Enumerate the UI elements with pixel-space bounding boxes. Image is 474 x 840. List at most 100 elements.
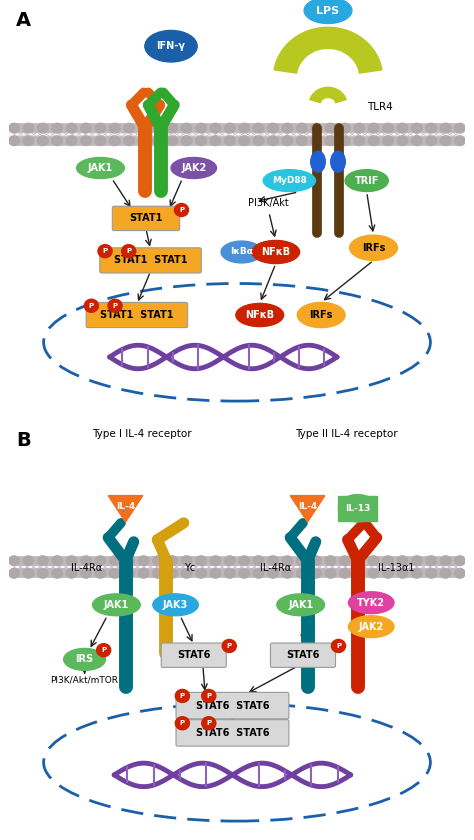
Circle shape bbox=[9, 136, 19, 145]
Polygon shape bbox=[310, 87, 346, 102]
Circle shape bbox=[167, 556, 177, 565]
Circle shape bbox=[66, 569, 77, 578]
Circle shape bbox=[109, 569, 120, 578]
Text: STAT6: STAT6 bbox=[177, 650, 210, 660]
Circle shape bbox=[440, 123, 451, 133]
Circle shape bbox=[153, 556, 163, 565]
Circle shape bbox=[9, 556, 19, 565]
Text: STAT6  STAT6: STAT6 STAT6 bbox=[196, 728, 269, 738]
Circle shape bbox=[253, 569, 264, 578]
Circle shape bbox=[81, 556, 91, 565]
Circle shape bbox=[222, 639, 237, 653]
Circle shape bbox=[282, 556, 292, 565]
Ellipse shape bbox=[153, 594, 198, 616]
Circle shape bbox=[138, 136, 149, 145]
Circle shape bbox=[153, 569, 163, 578]
Circle shape bbox=[124, 556, 134, 565]
Text: IFN-γ: IFN-γ bbox=[156, 41, 185, 51]
Circle shape bbox=[196, 556, 206, 565]
Circle shape bbox=[268, 556, 278, 565]
Ellipse shape bbox=[236, 303, 283, 327]
Circle shape bbox=[368, 569, 379, 578]
Circle shape bbox=[268, 569, 278, 578]
Text: TYK2: TYK2 bbox=[357, 598, 385, 607]
Text: JAK2: JAK2 bbox=[359, 622, 384, 632]
Text: TLR4: TLR4 bbox=[367, 102, 392, 112]
Ellipse shape bbox=[311, 151, 325, 172]
FancyBboxPatch shape bbox=[86, 302, 188, 328]
Circle shape bbox=[210, 136, 221, 145]
Circle shape bbox=[98, 244, 112, 258]
Text: P: P bbox=[126, 248, 131, 255]
Ellipse shape bbox=[350, 235, 397, 260]
Text: NFκB: NFκB bbox=[245, 310, 274, 320]
Circle shape bbox=[124, 123, 134, 133]
Circle shape bbox=[397, 556, 408, 565]
Ellipse shape bbox=[338, 495, 377, 522]
Circle shape bbox=[411, 123, 422, 133]
Circle shape bbox=[239, 569, 249, 578]
Circle shape bbox=[331, 639, 346, 653]
Circle shape bbox=[124, 136, 134, 145]
Circle shape bbox=[268, 136, 278, 145]
FancyBboxPatch shape bbox=[100, 248, 201, 273]
Circle shape bbox=[122, 244, 136, 258]
Circle shape bbox=[455, 136, 465, 145]
Text: P: P bbox=[336, 643, 341, 649]
Circle shape bbox=[153, 123, 163, 133]
Circle shape bbox=[37, 123, 48, 133]
Ellipse shape bbox=[348, 616, 394, 638]
Circle shape bbox=[253, 556, 264, 565]
Circle shape bbox=[202, 717, 216, 730]
Ellipse shape bbox=[92, 594, 140, 616]
FancyBboxPatch shape bbox=[176, 720, 289, 746]
Circle shape bbox=[138, 569, 149, 578]
Circle shape bbox=[397, 569, 408, 578]
Text: B: B bbox=[16, 430, 31, 449]
Circle shape bbox=[325, 123, 336, 133]
Ellipse shape bbox=[263, 170, 316, 192]
Circle shape bbox=[411, 569, 422, 578]
Circle shape bbox=[368, 556, 379, 565]
Circle shape bbox=[354, 136, 365, 145]
Circle shape bbox=[282, 123, 292, 133]
Ellipse shape bbox=[331, 151, 345, 172]
Ellipse shape bbox=[171, 157, 217, 178]
Circle shape bbox=[297, 136, 307, 145]
FancyBboxPatch shape bbox=[112, 206, 180, 230]
Circle shape bbox=[52, 556, 63, 565]
Circle shape bbox=[196, 136, 206, 145]
Circle shape bbox=[440, 569, 451, 578]
Circle shape bbox=[426, 136, 437, 145]
Ellipse shape bbox=[297, 302, 345, 328]
Text: P: P bbox=[102, 248, 108, 255]
Text: IRS: IRS bbox=[75, 654, 94, 664]
Circle shape bbox=[23, 556, 34, 565]
Circle shape bbox=[196, 123, 206, 133]
Circle shape bbox=[253, 123, 264, 133]
Text: P: P bbox=[101, 647, 106, 654]
Circle shape bbox=[282, 136, 292, 145]
Circle shape bbox=[95, 569, 106, 578]
Text: IL-13α1: IL-13α1 bbox=[378, 563, 415, 573]
Ellipse shape bbox=[345, 170, 388, 192]
Ellipse shape bbox=[277, 594, 325, 616]
Text: IL-4Rα: IL-4Rα bbox=[71, 563, 102, 573]
Text: JAK1: JAK1 bbox=[104, 600, 129, 610]
Circle shape bbox=[175, 717, 190, 730]
Circle shape bbox=[97, 643, 111, 657]
Circle shape bbox=[138, 123, 149, 133]
Ellipse shape bbox=[64, 648, 106, 670]
Circle shape bbox=[167, 136, 177, 145]
Circle shape bbox=[383, 136, 393, 145]
Circle shape bbox=[340, 123, 350, 133]
Text: IRFs: IRFs bbox=[310, 310, 333, 320]
Circle shape bbox=[368, 123, 379, 133]
Circle shape bbox=[167, 123, 177, 133]
Circle shape bbox=[297, 123, 307, 133]
Circle shape bbox=[440, 136, 451, 145]
Circle shape bbox=[124, 569, 134, 578]
Text: A: A bbox=[16, 10, 31, 29]
Text: NFκB: NFκB bbox=[261, 247, 290, 257]
Circle shape bbox=[426, 123, 437, 133]
